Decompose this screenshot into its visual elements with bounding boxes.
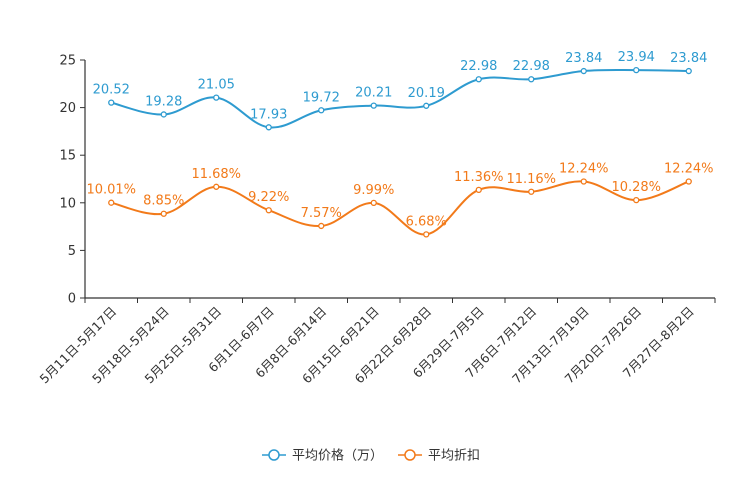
data-label: 20.21 [355, 86, 392, 101]
y-tick-label: 0 [68, 292, 76, 307]
series-line [111, 180, 690, 236]
series-avg-discount: 10.01% 8.85% 11.68% 9.22% 7.57% 9.99% 6.68% 11.… [86, 161, 714, 238]
data-label: 23.94 [618, 50, 655, 65]
data-label: 23.84 [565, 51, 602, 66]
data-label: 9.22% [248, 190, 289, 205]
legend: 平均价格（万） 平均折扣 [262, 448, 480, 464]
data-point[interactable] [318, 107, 325, 114]
data-label: 23.84 [670, 51, 707, 66]
data-point[interactable] [108, 99, 115, 106]
data-label: 10.28% [611, 180, 661, 195]
series-layer: 20.52 19.28 21.05 17.93 19.72 20.21 20.19 22.98… [86, 50, 714, 238]
legend-label: 平均价格（万） [292, 448, 383, 464]
data-point[interactable] [318, 222, 325, 230]
data-point[interactable] [633, 196, 640, 204]
data-point[interactable] [160, 111, 167, 118]
data-point[interactable] [528, 188, 535, 195]
y-tick-label: 25 [59, 54, 76, 69]
legend-marker-icon [268, 449, 280, 461]
series-avg-price: 20.52 19.28 21.05 17.93 19.72 20.21 20.19 22.98… [93, 50, 707, 131]
data-point[interactable] [213, 94, 220, 101]
data-point[interactable] [423, 102, 430, 109]
data-point[interactable] [370, 102, 377, 109]
data-point[interactable] [423, 231, 430, 238]
data-label: 22.98 [513, 59, 550, 74]
data-point[interactable] [108, 199, 115, 206]
data-point[interactable] [475, 186, 482, 194]
data-point[interactable] [160, 210, 167, 217]
data-label: 11.16% [506, 172, 556, 187]
data-label: 19.72 [303, 90, 340, 105]
y-tick-label: 15 [59, 149, 76, 164]
legend-label: 平均折扣 [428, 449, 480, 464]
legend-item[interactable]: 平均价格（万） [262, 448, 383, 464]
series-line [111, 68, 689, 129]
data-label: 21.05 [198, 78, 235, 93]
data-label: 7.57% [301, 206, 342, 221]
data-label: 22.98 [460, 59, 497, 74]
data-point[interactable] [685, 67, 692, 75]
y-tick-label: 10 [59, 196, 76, 211]
data-point[interactable] [580, 67, 587, 75]
y-tick-label: 5 [68, 244, 76, 259]
data-label: 12.24% [559, 161, 609, 176]
data-point[interactable] [213, 183, 220, 190]
data-point[interactable] [580, 178, 587, 185]
data-label: 11.36% [454, 170, 504, 185]
y-tick-label: 20 [59, 101, 76, 116]
data-point[interactable] [685, 178, 692, 185]
data-label: 11.68% [191, 167, 241, 182]
data-label: 6.68% [406, 214, 447, 229]
data-label: 20.19 [408, 86, 445, 101]
data-point[interactable] [475, 76, 482, 83]
data-label: 20.52 [93, 83, 130, 98]
data-label: 12.24% [664, 161, 714, 176]
data-label: 8.85% [143, 194, 184, 209]
data-point[interactable] [370, 199, 377, 207]
data-label: 17.93 [250, 107, 287, 122]
data-point[interactable] [265, 207, 272, 214]
legend-marker-icon [404, 449, 416, 461]
legend-item[interactable]: 平均折扣 [398, 449, 480, 464]
data-point[interactable] [528, 76, 535, 83]
data-point[interactable] [633, 66, 640, 74]
data-point[interactable] [265, 124, 272, 131]
data-label: 10.01% [86, 183, 136, 198]
data-label: 9.99% [353, 183, 394, 198]
data-label: 19.28 [145, 94, 182, 109]
